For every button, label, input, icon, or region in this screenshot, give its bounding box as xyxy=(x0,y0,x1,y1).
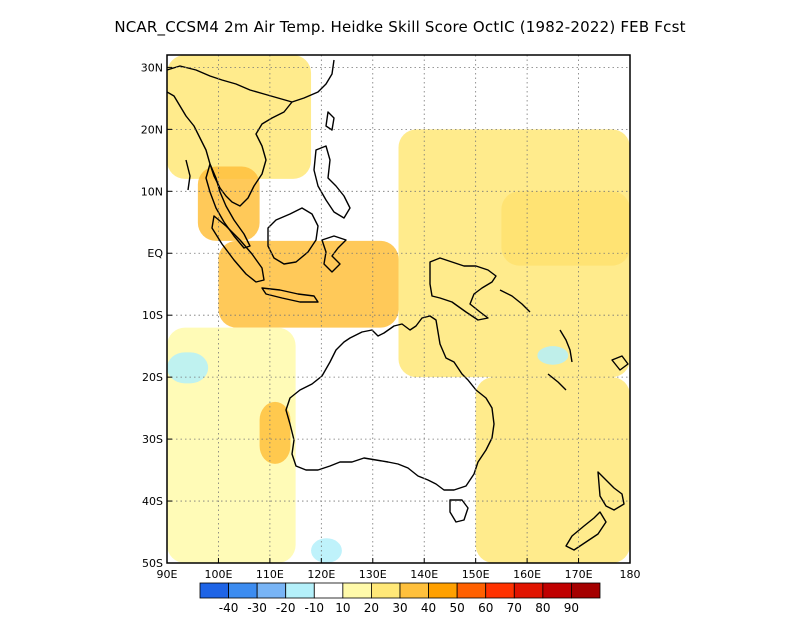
colorbar-label: -40 xyxy=(219,601,239,615)
longitude-tick-labels: 90E 100E 110E 120E 130E 140E 150E 160E 170E 180 xyxy=(157,568,641,581)
colorbar-swatch xyxy=(399,582,429,599)
coastline-tasmania xyxy=(449,499,469,523)
lat-tick-label: 20S xyxy=(142,371,163,384)
lat-tick-label: 10N xyxy=(141,185,163,198)
lat-tick-label: 30S xyxy=(142,433,163,446)
latitude-tick-labels: 30N 20N 10N EQ 10S 20S 30S 40S 50S xyxy=(141,61,164,570)
lon-tick-label: 110E xyxy=(256,568,284,581)
coastline-australia xyxy=(285,315,495,491)
coastline-fiji xyxy=(611,355,629,371)
lat-tick-label: 20N xyxy=(141,123,163,136)
colorbar-label: 20 xyxy=(364,601,379,615)
lon-tick-label: 130E xyxy=(359,568,387,581)
coastline-solomon-islands xyxy=(499,289,531,313)
map-title: NCAR_CCSM4 2m Air Temp. Heidke Skill Sco… xyxy=(114,18,686,36)
plot-frame xyxy=(166,54,631,564)
colorbar-swatch xyxy=(285,582,315,599)
lon-tick-label: 150E xyxy=(462,568,490,581)
coastline-java xyxy=(261,287,319,303)
coastline-new-caledonia xyxy=(547,373,567,391)
coastline-new-guinea xyxy=(429,257,497,321)
lon-tick-label: 160E xyxy=(513,568,541,581)
colorbar-label: 60 xyxy=(478,601,493,615)
colorbar-swatch xyxy=(542,582,572,599)
coastlines xyxy=(167,59,629,551)
colorbar-swatch xyxy=(513,582,544,599)
colorbar-label: 10 xyxy=(335,601,350,615)
coastline-sulawesi xyxy=(321,235,347,273)
coastline-taiwan xyxy=(325,111,335,131)
coastline-andaman xyxy=(185,159,191,191)
colorbar-label: 30 xyxy=(392,601,407,615)
coastline-malay-peninsula xyxy=(205,163,251,249)
region-western-australia-warm xyxy=(259,401,291,464)
coastline-new-zealand-north xyxy=(597,471,625,511)
colorbar: -40 -30 -20 -10 10 20 30 40 50 60 70 80 90 xyxy=(199,582,601,615)
colorbar-swatch xyxy=(456,582,487,599)
colorbar-swatch xyxy=(485,582,515,599)
lon-tick-label: 90E xyxy=(157,568,178,581)
region-south-indian xyxy=(167,327,296,563)
coastline-new-zealand-south xyxy=(565,511,607,551)
coastline-vanuatu xyxy=(559,329,573,363)
colorbar-label: 90 xyxy=(564,601,579,615)
region-northwest-tropics xyxy=(167,55,312,179)
colorbar-swatch xyxy=(313,582,344,599)
coastline-sumatra xyxy=(211,215,265,283)
colorbar-label: 40 xyxy=(421,601,436,615)
colorbar-label: -30 xyxy=(247,601,267,615)
region-maritime-continent xyxy=(218,240,399,328)
region-cool-patch-east xyxy=(537,346,569,365)
colorbar-label: 80 xyxy=(535,601,550,615)
coastline-philippines xyxy=(313,145,351,219)
region-cool-patch-south-indian xyxy=(167,352,209,384)
lon-tick-label: 100E xyxy=(204,568,232,581)
lat-tick-label: 40S xyxy=(142,495,163,508)
colorbar-swatch xyxy=(371,582,401,599)
colorbar-label: -20 xyxy=(276,601,296,615)
lat-tick-label: 10S xyxy=(142,309,163,322)
colorbar-label: 50 xyxy=(450,601,465,615)
colorbar-swatch xyxy=(199,582,229,599)
colorbar-swatch xyxy=(571,582,601,599)
coastline-borneo xyxy=(267,207,319,265)
colorbar-swatch xyxy=(228,582,258,599)
colorbar-swatch xyxy=(256,582,287,599)
lon-tick-label: 140E xyxy=(410,568,438,581)
tick-marks xyxy=(166,66,631,564)
graticule xyxy=(167,55,630,563)
region-cool-patch-bight xyxy=(311,538,342,563)
colorbar-swatch xyxy=(342,582,372,599)
lat-tick-label: 30N xyxy=(141,61,163,74)
lat-tick-label: 50S xyxy=(142,557,163,570)
lat-tick-label: EQ xyxy=(147,247,163,260)
region-tasman xyxy=(475,377,630,563)
lon-tick-label: 170E xyxy=(565,568,593,581)
colorbar-label: 70 xyxy=(507,601,522,615)
shaded-field xyxy=(167,55,630,563)
colorbar-swatch xyxy=(428,582,458,599)
coastline-asia-mainland xyxy=(167,59,335,207)
colorbar-label: -10 xyxy=(304,601,324,615)
lon-tick-label: 120E xyxy=(307,568,335,581)
lon-tick-label: 180 xyxy=(620,568,641,581)
